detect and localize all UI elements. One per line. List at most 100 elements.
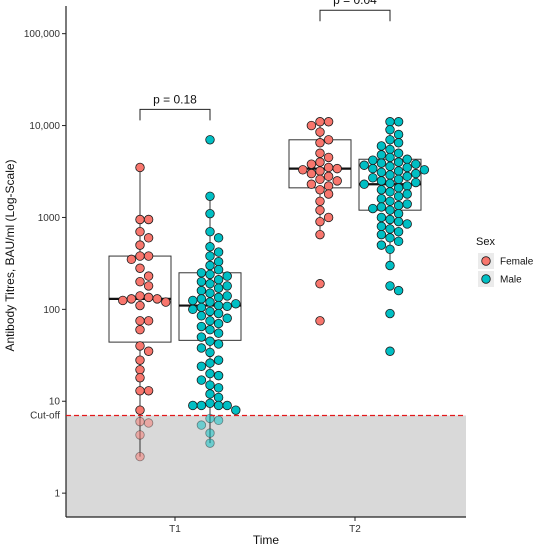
data-point bbox=[135, 451, 145, 462]
legend-label: Female bbox=[500, 257, 534, 268]
data-point bbox=[402, 154, 412, 164]
y-tick-label: 1000 bbox=[38, 213, 61, 224]
data-point bbox=[385, 244, 395, 255]
data-point bbox=[376, 158, 387, 168]
data-point bbox=[135, 430, 145, 440]
data-point bbox=[213, 318, 224, 329]
data-point bbox=[135, 214, 145, 225]
data-point bbox=[135, 162, 145, 173]
data-point bbox=[205, 251, 215, 261]
data-point bbox=[393, 129, 404, 140]
data-point bbox=[222, 301, 232, 311]
data-point bbox=[213, 355, 224, 365]
data-point bbox=[135, 291, 145, 301]
data-point bbox=[213, 283, 224, 293]
data-point bbox=[126, 294, 137, 304]
data-point bbox=[385, 117, 395, 127]
data-point bbox=[393, 200, 404, 211]
y-tick-label: 10 bbox=[49, 397, 61, 408]
data-point bbox=[385, 308, 395, 319]
data-point bbox=[135, 316, 145, 326]
data-point bbox=[393, 148, 404, 158]
data-point bbox=[393, 157, 404, 167]
data-point bbox=[205, 368, 215, 379]
data-point bbox=[143, 418, 154, 428]
data-point bbox=[368, 173, 378, 183]
data-point bbox=[376, 193, 387, 204]
data-point bbox=[135, 365, 145, 375]
data-point bbox=[306, 179, 317, 189]
data-point bbox=[205, 306, 215, 317]
data-point bbox=[376, 150, 387, 160]
data-point bbox=[188, 295, 198, 306]
data-point bbox=[315, 316, 325, 326]
legend: Sex Female Male bbox=[476, 236, 534, 287]
data-point bbox=[393, 191, 404, 201]
data-point bbox=[135, 251, 145, 261]
data-point bbox=[315, 138, 325, 148]
points-t1-female bbox=[118, 162, 171, 462]
data-point bbox=[213, 308, 224, 319]
points-t1-male bbox=[188, 135, 241, 448]
data-point bbox=[393, 138, 404, 148]
data-point bbox=[213, 400, 224, 411]
data-point bbox=[205, 316, 215, 326]
data-point bbox=[306, 120, 317, 131]
data-point bbox=[135, 276, 145, 287]
data-point bbox=[213, 300, 224, 311]
data-point bbox=[135, 355, 145, 365]
data-point bbox=[188, 400, 198, 411]
x-tick-label: T2 bbox=[349, 524, 361, 535]
data-point bbox=[385, 125, 395, 135]
data-point bbox=[315, 127, 325, 137]
bracket-line bbox=[139, 108, 211, 121]
data-point bbox=[118, 295, 128, 306]
data-point bbox=[143, 233, 154, 243]
data-point bbox=[376, 221, 387, 232]
data-point bbox=[376, 176, 387, 186]
data-point bbox=[368, 203, 378, 214]
data-point bbox=[376, 185, 387, 195]
data-point bbox=[205, 428, 215, 438]
data-point bbox=[385, 205, 395, 215]
data-point bbox=[376, 202, 387, 212]
data-point bbox=[135, 341, 145, 351]
data-point bbox=[315, 216, 325, 227]
data-point bbox=[196, 311, 207, 321]
data-point bbox=[205, 336, 215, 346]
data-point bbox=[376, 212, 387, 223]
y-tick-label: 1 bbox=[54, 489, 60, 500]
data-point bbox=[143, 281, 154, 291]
data-point bbox=[419, 165, 430, 175]
data-point bbox=[213, 392, 224, 403]
data-point bbox=[196, 332, 207, 342]
data-point bbox=[205, 389, 215, 399]
data-point bbox=[315, 166, 325, 176]
y-tick-label: 10,000 bbox=[29, 121, 60, 132]
comparison-bracket-t1: p = 0.18 bbox=[139, 92, 211, 121]
legend-label: Male bbox=[500, 275, 522, 286]
data-point bbox=[376, 141, 387, 151]
data-point bbox=[402, 171, 412, 182]
data-point bbox=[315, 174, 325, 185]
data-point bbox=[402, 189, 412, 199]
data-point bbox=[402, 219, 412, 229]
data-point bbox=[315, 229, 325, 240]
data-point bbox=[222, 400, 232, 411]
points-t2-female bbox=[298, 117, 342, 326]
data-point bbox=[135, 373, 145, 383]
data-point bbox=[213, 339, 224, 349]
data-point bbox=[143, 271, 154, 281]
data-point bbox=[298, 165, 308, 175]
data-point bbox=[393, 183, 404, 193]
data-point bbox=[205, 288, 215, 298]
data-point bbox=[205, 438, 215, 448]
data-point bbox=[385, 233, 395, 243]
data-point bbox=[205, 135, 215, 145]
data-point bbox=[393, 285, 404, 296]
data-point bbox=[323, 117, 334, 127]
data-point bbox=[196, 268, 207, 278]
x-axis-title: Time bbox=[253, 533, 280, 547]
data-point bbox=[315, 117, 325, 127]
data-point bbox=[231, 299, 241, 309]
